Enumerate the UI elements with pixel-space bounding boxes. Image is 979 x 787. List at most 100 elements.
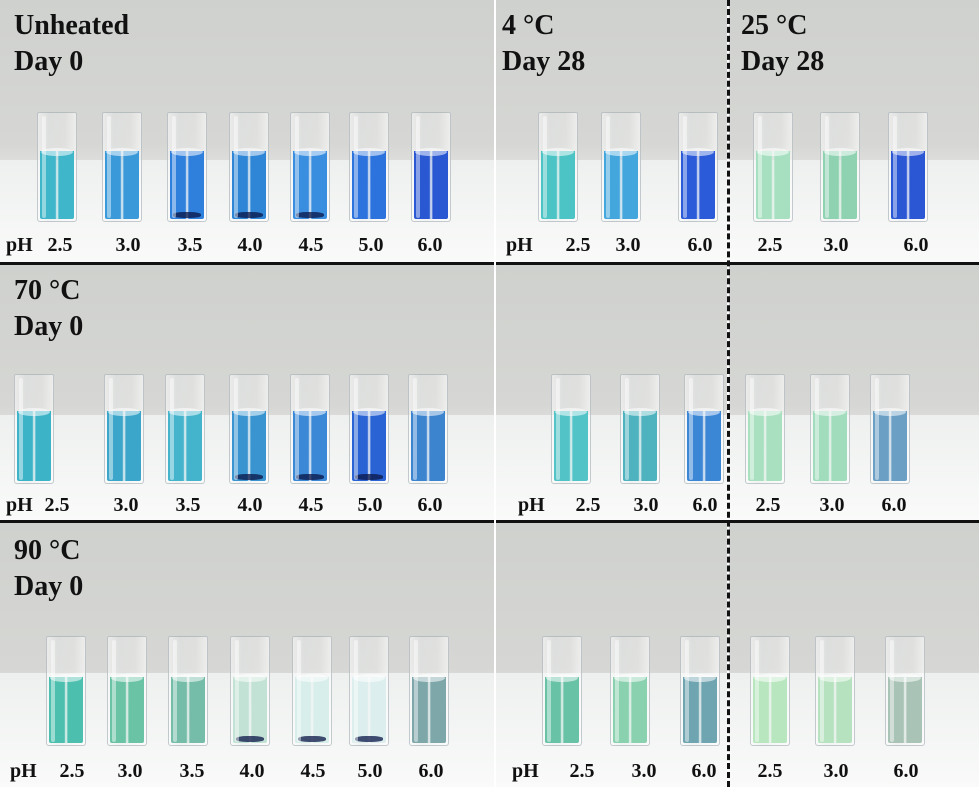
ph-label: 3.0	[117, 760, 143, 782]
ph-label: 2.5	[575, 494, 601, 516]
cuvette-sediment	[355, 474, 383, 480]
glass-highlight	[297, 640, 301, 742]
glass-highlight	[556, 378, 560, 480]
cuvette-solution	[891, 151, 925, 219]
cuvette-solution	[352, 151, 386, 219]
cuvette-meniscus	[542, 148, 574, 156]
cuvette-solution	[541, 151, 575, 219]
glass-highlight	[170, 378, 174, 480]
cuvette-meniscus	[412, 408, 444, 416]
cuvette-meniscus	[892, 148, 924, 156]
glass-highlight	[820, 640, 824, 742]
ph-label: 3.0	[113, 494, 139, 516]
glass-highlight	[413, 378, 417, 480]
cuvette-meniscus	[889, 674, 921, 682]
ph-label: 2.5	[757, 760, 783, 782]
ph-label: 4.0	[237, 234, 263, 256]
ph-prefix-row3-4c: pH	[512, 760, 539, 782]
glass-highlight	[235, 640, 239, 742]
cuvette-meniscus	[546, 674, 578, 682]
group-subtitle: Day 0	[14, 571, 84, 602]
glass-highlight	[172, 116, 176, 218]
cuvette-solution	[40, 151, 74, 219]
cuvette-day0-row2-6	[349, 374, 389, 484]
cuvette-solution	[687, 411, 721, 481]
ph-label: 3.0	[115, 234, 141, 256]
glass-highlight	[42, 116, 46, 218]
cuvette-day0-row1-1	[37, 112, 77, 222]
glass-highlight	[234, 378, 238, 480]
cuvette-meniscus	[296, 674, 328, 682]
ph-label: 6.0	[691, 760, 717, 782]
cuvette-solution	[681, 151, 715, 219]
cuvette-day0-row3-5	[292, 636, 332, 746]
ph-prefix-row3-day0: pH	[10, 760, 37, 782]
ph-label: 3.5	[177, 234, 203, 256]
cuvette-meniscus	[605, 148, 637, 156]
cuvette-solution	[545, 677, 579, 743]
ph-label: 3.0	[823, 760, 849, 782]
glass-highlight	[295, 378, 299, 480]
cuvette-meniscus	[108, 408, 140, 416]
cuvette-solution	[613, 677, 647, 743]
ph-label: 3.5	[179, 760, 205, 782]
ph-label: 6.0	[881, 494, 907, 516]
cuvette-25c-row3-2	[815, 636, 855, 746]
cuvette-4c-row1-3	[678, 112, 718, 222]
ph-label: 3.0	[823, 234, 849, 256]
cuvette-day0-row1-4	[229, 112, 269, 222]
glass-highlight	[606, 116, 610, 218]
cuvette-sediment	[173, 212, 201, 218]
cuvette-4c-row3-3	[680, 636, 720, 746]
cuvette-4c-row1-1	[538, 112, 578, 222]
cuvette-4c-row2-1	[551, 374, 591, 484]
cuvette-day0-row2-1	[14, 374, 54, 484]
glass-highlight	[890, 640, 894, 742]
glass-highlight	[107, 116, 111, 218]
glass-highlight	[354, 378, 358, 480]
cuvette-solution	[888, 677, 922, 743]
cuvette-solution	[414, 151, 448, 219]
cuvette-meniscus	[172, 674, 204, 682]
cuvette-solution	[17, 411, 51, 481]
ph-label: 2.5	[59, 760, 85, 782]
cuvette-solution	[293, 151, 327, 219]
cuvette-meniscus	[684, 674, 716, 682]
cuvette-solution	[352, 677, 386, 743]
cuvette-solution	[171, 677, 205, 743]
ph-prefix-row2-4c: pH	[518, 494, 545, 516]
cuvette-sediment	[235, 212, 263, 218]
cuvette-solution	[753, 677, 787, 743]
glass-highlight	[295, 116, 299, 218]
ph-label: 6.0	[893, 760, 919, 782]
cuvette-meniscus	[233, 148, 265, 156]
cuvette-sediment	[355, 736, 383, 742]
ph-label: 6.0	[687, 234, 713, 256]
cuvette-solution	[49, 677, 83, 743]
glass-highlight	[173, 640, 177, 742]
ph-label: 5.0	[358, 234, 384, 256]
cuvette-solution	[168, 411, 202, 481]
group-subtitle: Day 28	[502, 46, 586, 77]
glass-highlight	[683, 116, 687, 218]
cuvette-sediment	[296, 212, 324, 218]
ph-prefix-row2-day0: pH	[6, 494, 33, 516]
ph-prefix-row1-day0: pH	[6, 234, 33, 256]
ph-label: 3.0	[615, 234, 641, 256]
cuvette-4c-row1-2	[601, 112, 641, 222]
group-title: 70 °C	[14, 275, 81, 306]
cuvette-meniscus	[233, 408, 265, 416]
cuvette-sediment	[235, 474, 263, 480]
cuvette-25c-row2-1	[745, 374, 785, 484]
cuvette-solution	[683, 677, 717, 743]
cuvette-day0-row3-2	[107, 636, 147, 746]
glass-highlight	[109, 378, 113, 480]
cuvette-solution	[554, 411, 588, 481]
ph-label: 6.0	[417, 494, 443, 516]
cuvette-sediment	[296, 474, 324, 480]
ph-label: 2.5	[569, 760, 595, 782]
glass-highlight	[815, 378, 819, 480]
glass-highlight	[758, 116, 762, 218]
cuvette-solution	[170, 151, 204, 219]
